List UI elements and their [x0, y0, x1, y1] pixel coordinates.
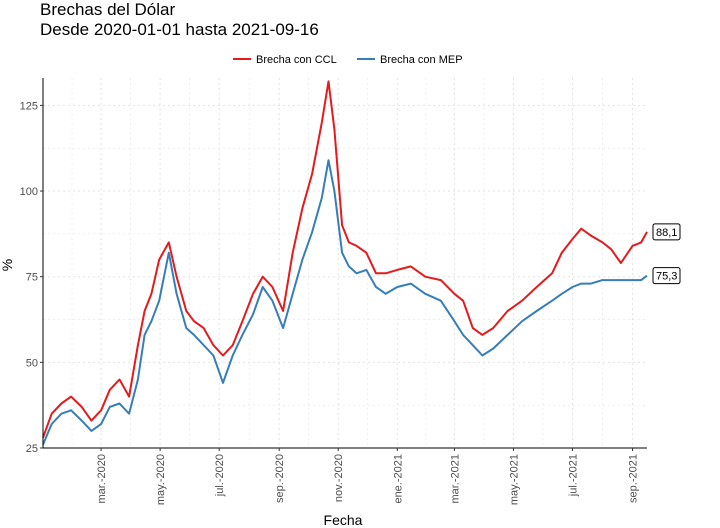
x-axis-title: Fecha: [324, 512, 363, 528]
legend-label-ccl: Brecha con CCL: [256, 54, 337, 66]
series-line-ccl: [42, 80, 648, 439]
y-tick-label: 25: [26, 443, 38, 455]
end-labels: 88,1 75,3: [652, 223, 681, 285]
x-tick-label: mar.-2020: [96, 454, 108, 504]
end-label-box: [652, 267, 681, 285]
y-tick-label: 75: [26, 272, 38, 284]
x-tick-label: ene.-2021: [392, 454, 404, 504]
x-tick-label: nov.-2020: [333, 454, 345, 502]
chart-subtitle: Desde 2020-01-01 hasta 2021-09-16: [40, 20, 319, 39]
end-label-ccl: 88,1: [652, 223, 681, 241]
x-tick-label: may.-2020: [155, 454, 167, 505]
end-label-text: 75,3: [656, 271, 677, 283]
series-layer: [42, 80, 648, 445]
x-tick-label: sep.-2020: [274, 454, 286, 503]
y-tick-label: 100: [20, 186, 38, 198]
end-label-mep: 75,3: [652, 267, 681, 285]
legend-label-mep: Brecha con MEP: [380, 54, 463, 66]
chart-title: Brechas del Dólar: [40, 0, 175, 19]
axes: 25 50 75 100 125 mar.-2020 may.-2020 jul.-2020 s…: [20, 78, 647, 505]
x-tick-label: may.-2021: [508, 454, 520, 505]
series-line-mep: [42, 159, 648, 445]
x-tick-label: mar.-2021: [449, 454, 461, 504]
y-tick-label: 125: [20, 100, 38, 112]
legend: Brecha con CCL Brecha con MEP: [233, 54, 463, 66]
y-axis-title: %: [0, 259, 15, 271]
x-tick-label: jul.-2020: [214, 454, 226, 497]
y-tick-label: 50: [26, 357, 38, 369]
end-label-box: [652, 223, 681, 241]
grid: [43, 78, 647, 449]
x-tick-label: jul.-2021: [567, 454, 579, 497]
end-label-text: 88,1: [656, 227, 677, 239]
x-tick-label: sep.-2021: [627, 454, 639, 503]
